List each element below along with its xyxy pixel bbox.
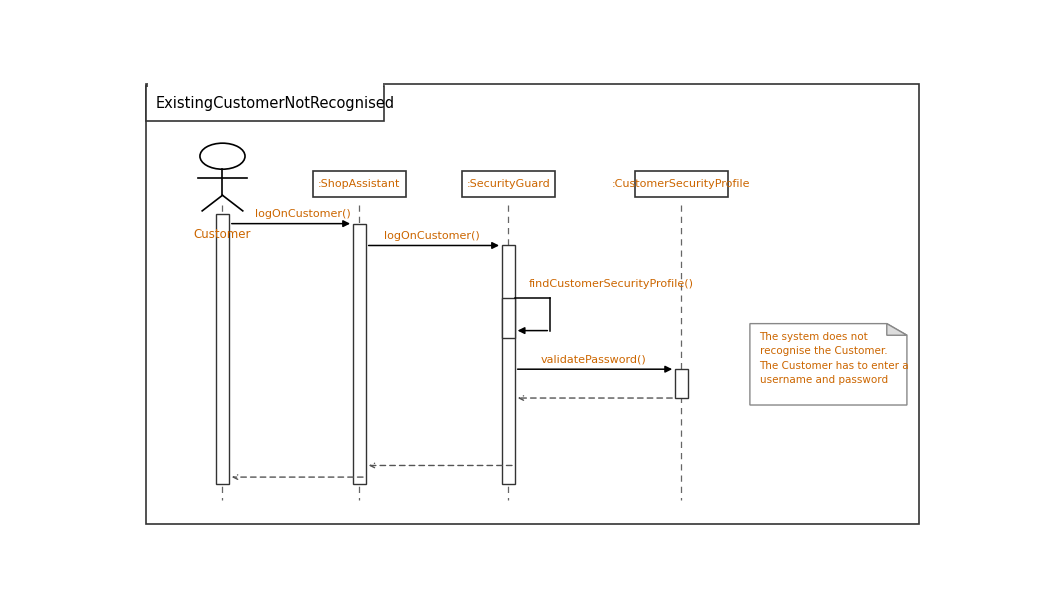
Bar (145, 86, 383, 121)
Bar (462, 172, 555, 197)
Bar (313, 172, 405, 197)
Bar (502, 245, 514, 484)
Text: :SecurityGuard: :SecurityGuard (467, 179, 551, 189)
Bar (502, 298, 514, 338)
Text: logOnCustomer(): logOnCustomer() (383, 231, 479, 241)
Text: logOnCustomer(): logOnCustomer() (255, 209, 350, 219)
Bar (675, 369, 688, 398)
Text: :CustomerSecurityProfile: :CustomerSecurityProfile (612, 179, 751, 189)
Text: Customer: Customer (193, 228, 251, 241)
Bar (353, 223, 366, 484)
Text: ExistingCustomerNotRecognised: ExistingCustomerNotRecognised (156, 97, 395, 111)
Text: validatePassword(): validatePassword() (540, 355, 646, 365)
Bar (635, 172, 727, 197)
Text: :ShopAssistant: :ShopAssistant (318, 179, 401, 189)
Polygon shape (750, 324, 907, 405)
Text: findCustomerSecurityProfile(): findCustomerSecurityProfile() (529, 278, 693, 289)
Bar (216, 214, 229, 484)
Bar (148, 83, 382, 88)
Polygon shape (887, 324, 907, 335)
Text: The system does not
recognise the Customer.
The Customer has to enter a
username: The system does not recognise the Custom… (760, 332, 909, 385)
